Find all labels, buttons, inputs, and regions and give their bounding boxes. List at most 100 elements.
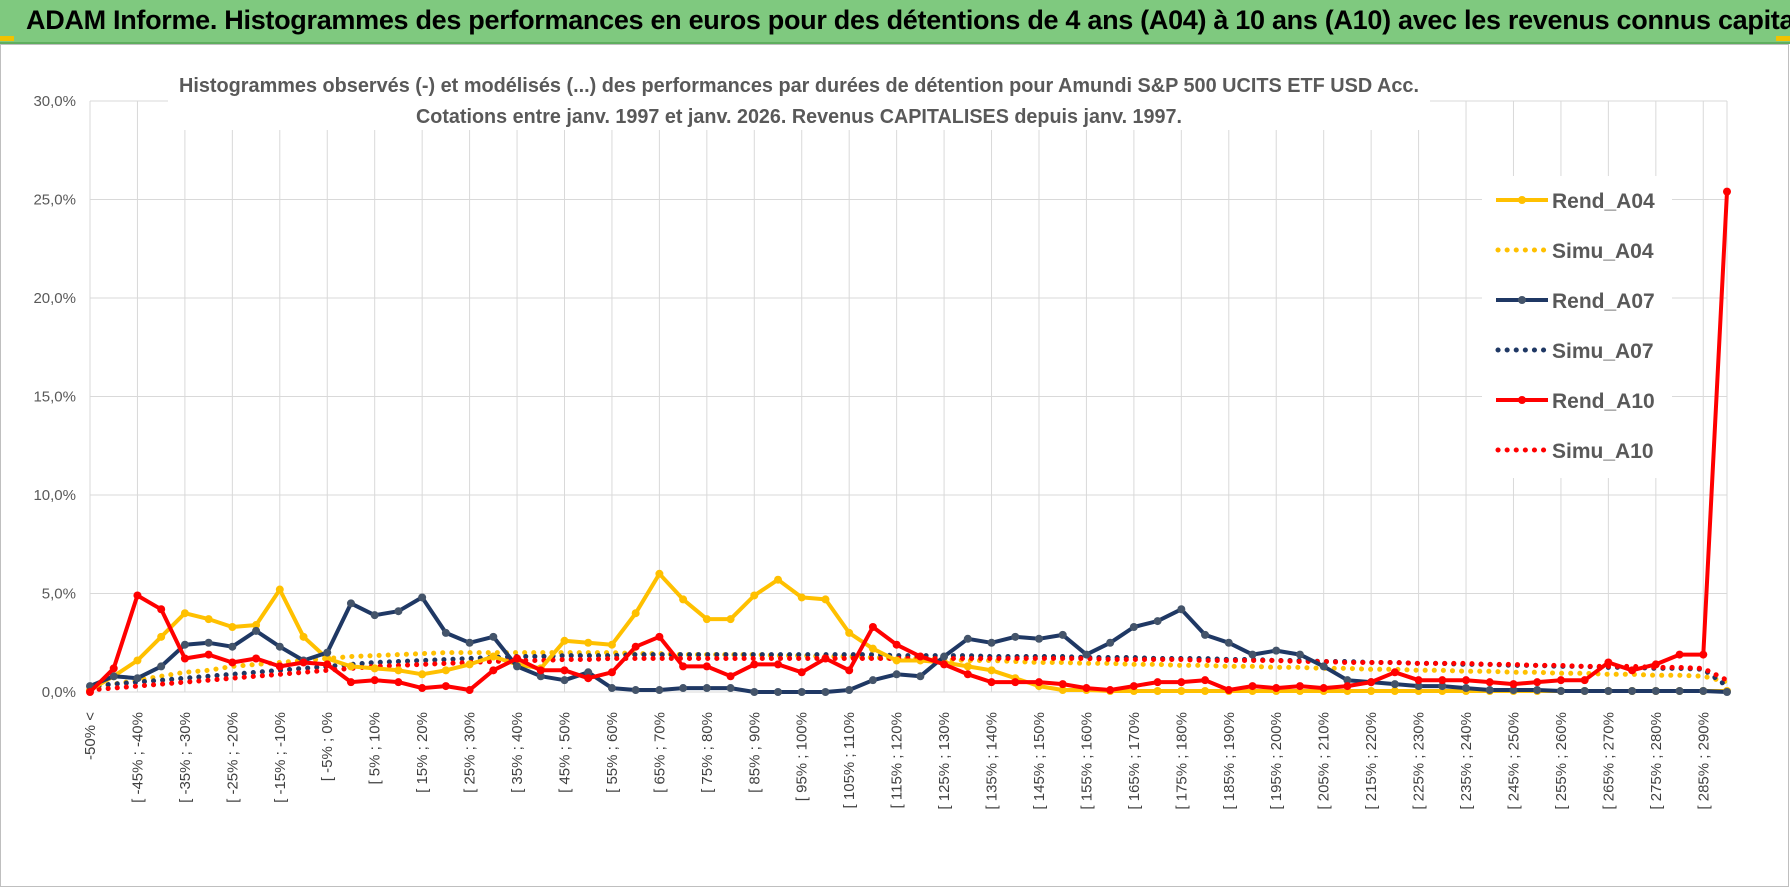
data-point <box>1438 682 1447 691</box>
series-line <box>88 191 1729 694</box>
x-tick-label: [ 165% ; 170% <box>1126 712 1143 810</box>
data-point <box>1580 687 1589 696</box>
data-point <box>133 674 142 683</box>
data-point <box>513 654 522 663</box>
data-point <box>1295 682 1304 691</box>
x-tick-label: [ 265% ; 270% <box>1600 712 1617 810</box>
data-point <box>1153 617 1162 626</box>
data-point <box>1556 687 1565 696</box>
data-point <box>346 662 355 671</box>
x-tick-label: [ 95% ; 100% <box>794 712 811 801</box>
data-point <box>1058 680 1067 689</box>
data-point <box>1034 634 1043 643</box>
data-point <box>679 684 688 693</box>
data-point <box>987 666 996 675</box>
x-tick-label: [ 105% ; 110% <box>841 712 858 808</box>
series-line <box>88 571 1727 693</box>
data-point <box>1343 682 1352 691</box>
data-point <box>1082 684 1091 693</box>
data-point <box>1485 678 1494 687</box>
legend: Rend_A04 Simu_A04 Rend_A07 Simu_A07 Rend_A10… <box>1482 176 1672 478</box>
data-point <box>963 662 972 671</box>
x-tick-label: [ 25% ; 30% <box>462 712 479 793</box>
data-point <box>774 660 783 669</box>
data-point <box>1485 686 1494 695</box>
chart-title-background <box>168 68 1430 130</box>
data-point <box>180 640 189 649</box>
data-point <box>607 668 616 677</box>
data-point <box>204 650 213 659</box>
data-point <box>560 676 569 685</box>
data-point <box>1723 187 1731 196</box>
data-point <box>1034 678 1043 687</box>
legend-background <box>1482 176 1672 478</box>
x-tick-label: [ 45% ; 50% <box>556 712 573 793</box>
data-point <box>86 688 94 696</box>
data-point <box>1272 684 1281 693</box>
data-point <box>1414 682 1423 691</box>
data-point <box>821 688 830 696</box>
data-point <box>1628 687 1637 696</box>
legend-marker <box>1518 396 1526 404</box>
x-tick-label: [ 235% ; 240% <box>1458 712 1475 810</box>
x-tick-label: [ -45% ; -40% <box>129 712 146 803</box>
legend-marker <box>1518 196 1526 204</box>
legend-item: Rend_A07 <box>1496 290 1655 313</box>
data-point <box>418 593 427 602</box>
data-point <box>1129 622 1138 631</box>
data-point <box>1390 687 1399 696</box>
x-tick-label: [ 175% ; 180% <box>1173 712 1190 810</box>
data-point <box>228 622 237 631</box>
series-Rend_A07 <box>86 593 1731 696</box>
data-point <box>679 662 688 671</box>
legend-item: Rend_A04 <box>1496 190 1655 213</box>
data-point <box>275 642 284 651</box>
x-tick-label: [ 5% ; 10% <box>367 712 384 785</box>
horizontal-gridlines <box>90 100 1727 693</box>
data-point <box>892 670 901 679</box>
data-point <box>963 634 972 643</box>
legend-item: Simu_A07 <box>1495 340 1654 363</box>
data-point <box>323 654 332 663</box>
legend-label: Rend_A04 <box>1552 190 1655 213</box>
data-point <box>1272 646 1281 655</box>
data-point <box>394 666 403 675</box>
x-tick-label: [ 155% ; 160% <box>1078 712 1095 810</box>
data-point <box>1129 682 1138 691</box>
data-point <box>1224 638 1233 647</box>
data-point <box>1058 630 1067 639</box>
data-point <box>441 628 450 637</box>
legend-label: Simu_A07 <box>1552 340 1654 363</box>
data-point <box>916 672 925 681</box>
data-point <box>489 632 498 641</box>
data-point <box>607 640 616 649</box>
data-point <box>750 591 759 600</box>
data-point <box>1201 676 1210 685</box>
data-point <box>1367 687 1376 696</box>
legend-item: Rend_A10 <box>1496 390 1655 413</box>
data-point <box>157 662 166 671</box>
data-point <box>845 628 854 637</box>
data-point <box>797 688 806 696</box>
y-tick-label: 10,0% <box>33 487 76 504</box>
data-point <box>892 640 901 649</box>
x-tick-label: [ 255% ; 260% <box>1553 712 1570 810</box>
data-point <box>774 688 783 696</box>
data-point <box>465 660 474 669</box>
data-point <box>1651 660 1660 669</box>
data-point <box>370 664 379 673</box>
x-tick-label: -50% < <box>82 712 99 760</box>
data-point <box>228 642 237 651</box>
data-point <box>323 660 332 669</box>
legend-item: Simu_A10 <box>1495 440 1654 463</box>
data-point <box>702 662 711 671</box>
x-tick-label: [ 245% ; 250% <box>1505 712 1522 810</box>
data-point <box>1390 668 1399 677</box>
data-point <box>180 654 189 663</box>
data-point <box>299 632 308 641</box>
x-tick-label: [ 205% ; 210% <box>1316 712 1333 810</box>
corner-accent-right <box>1776 36 1790 41</box>
data-point <box>109 672 118 681</box>
data-point <box>1367 678 1376 687</box>
x-tick-label: [ 65% ; 70% <box>651 712 668 793</box>
